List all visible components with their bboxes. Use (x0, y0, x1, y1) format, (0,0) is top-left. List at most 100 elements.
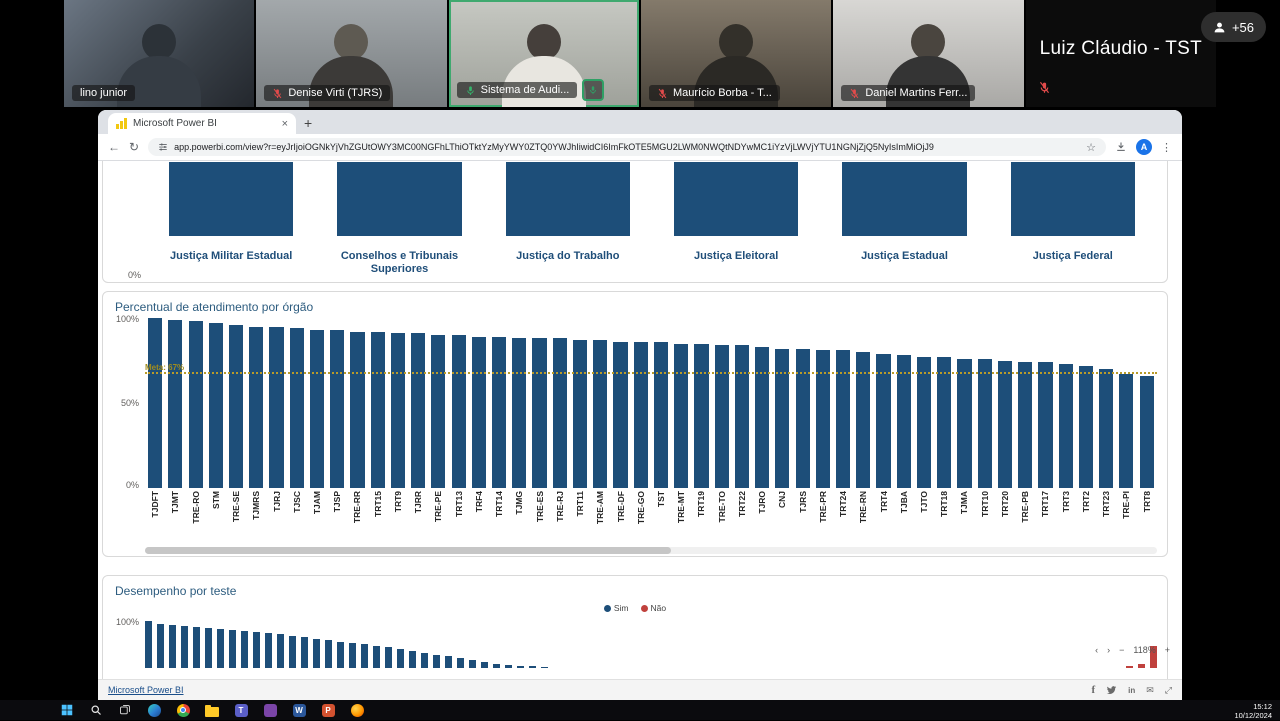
chart2-bar[interactable] (390, 333, 405, 488)
chart3-bar-sim[interactable] (169, 624, 176, 668)
browser-menu-icon[interactable]: ⋮ (1161, 141, 1172, 154)
chart2-bar[interactable] (775, 348, 790, 488)
chart3-bar-sim[interactable] (541, 666, 548, 668)
address-bar[interactable]: app.powerbi.com/view?r=eyJrIjoiOGNkYjVhZ… (148, 138, 1106, 156)
chart2-bar[interactable] (431, 335, 446, 488)
video-tile-sistema-de-audiencias[interactable]: Sistema de Audi... (448, 0, 639, 107)
back-icon[interactable]: ← (108, 140, 120, 154)
chart2-bar[interactable] (289, 328, 304, 488)
video-tile-daniel-martins[interactable]: Daniel Martins Ferr... (833, 0, 1024, 107)
chart3-bar-sim[interactable] (193, 626, 200, 668)
powerpoint-icon[interactable]: P (321, 703, 335, 717)
video-tile-lino-junior[interactable]: lino junior (64, 0, 255, 107)
chart3-bar-nao[interactable] (1126, 666, 1133, 668)
chart3-bar-sim[interactable] (241, 630, 248, 668)
chart1-bar[interactable] (337, 162, 462, 236)
start-button[interactable] (60, 703, 74, 717)
chart2-bar[interactable] (188, 321, 203, 488)
chart3-bar-sim[interactable] (301, 637, 308, 668)
taskbar-clock[interactable]: 15:12 10/12/2024 (1234, 702, 1272, 721)
fullscreen-icon[interactable]: ⤢ (1164, 684, 1172, 695)
chart2-bar[interactable] (653, 341, 669, 488)
tab-close-icon[interactable]: × (281, 117, 288, 130)
chart3-bar-sim[interactable] (385, 647, 392, 668)
chart2-bar[interactable] (836, 350, 851, 488)
search-icon[interactable] (89, 703, 103, 717)
chart2-bar[interactable] (876, 353, 891, 488)
chart3-bar-sim[interactable] (265, 632, 272, 668)
chart2-bar[interactable] (572, 340, 588, 488)
chart3-bar-sim[interactable] (529, 666, 536, 668)
chart2-bar[interactable] (1099, 369, 1114, 488)
teams-icon[interactable]: T (234, 703, 248, 717)
chart2-bar[interactable] (613, 341, 628, 488)
chart3-bar-sim[interactable] (481, 662, 488, 668)
chart3-bar-sim[interactable] (457, 658, 464, 668)
chart2-bar[interactable] (997, 360, 1013, 488)
chart3-bar-sim[interactable] (229, 629, 236, 668)
zoom-out-icon[interactable]: − (1119, 645, 1125, 655)
chart3-bar-sim[interactable] (313, 638, 320, 668)
chart2-bar[interactable] (228, 324, 244, 488)
chart2-bar[interactable] (633, 341, 648, 488)
participants-overflow-badge[interactable]: +56 (1200, 12, 1266, 42)
chart3-bar-sim[interactable] (493, 663, 500, 668)
chart2-bar[interactable] (269, 326, 284, 488)
page-next-icon[interactable]: › (1107, 645, 1111, 655)
chart1-bar[interactable] (1010, 162, 1136, 236)
chart2-bar[interactable] (916, 357, 932, 488)
chart2-bar[interactable] (471, 336, 486, 488)
chart2-bar[interactable] (734, 345, 749, 488)
chart3-bar-sim[interactable] (325, 640, 332, 668)
chart3-bar-sim[interactable] (373, 645, 380, 668)
browser-profile-avatar[interactable]: A (1136, 139, 1152, 155)
file-explorer-icon[interactable] (205, 703, 219, 717)
new-tab-button[interactable]: + (304, 115, 313, 131)
chart3-bar-sim[interactable] (397, 648, 404, 668)
chart2-bar[interactable] (714, 345, 729, 488)
chart2-bar[interactable] (1018, 362, 1033, 488)
chart2-bar[interactable] (249, 326, 264, 488)
chrome-icon[interactable] (176, 703, 190, 717)
video-tile-luiz-claudio[interactable]: Luiz Cláudio - TST (1025, 0, 1216, 107)
chart2-bar[interactable] (1038, 362, 1053, 488)
video-tile-denise-virti[interactable]: Denise Virti (TJRS) (256, 0, 447, 107)
chart2-bar[interactable] (1119, 374, 1134, 488)
chart2-bar[interactable] (755, 346, 770, 488)
chart3-bar-nao[interactable] (1138, 664, 1145, 668)
chart3-bar-sim[interactable] (349, 643, 356, 668)
chart2-bar[interactable] (208, 323, 223, 488)
visual-studio-icon[interactable] (263, 703, 277, 717)
chart3-bar-sim[interactable] (421, 652, 428, 668)
chart2-bar[interactable] (896, 355, 911, 488)
chart2-bar[interactable] (350, 331, 365, 488)
chart2-bar[interactable] (815, 350, 830, 488)
email-share-icon[interactable]: ✉ (1146, 684, 1154, 695)
chart1-bar[interactable] (673, 162, 799, 236)
chart2-bar[interactable] (532, 338, 547, 488)
task-view-icon[interactable] (118, 703, 132, 717)
chart2-bar[interactable] (552, 338, 567, 488)
reload-icon[interactable]: ↻ (129, 140, 140, 154)
chart2-bar[interactable] (795, 348, 810, 488)
chart3-bar-sim[interactable] (277, 634, 284, 668)
chart3-bar-sim[interactable] (217, 628, 224, 668)
word-icon[interactable]: W (292, 703, 306, 717)
chart2-bar[interactable] (856, 352, 871, 488)
facebook-share-icon[interactable]: f (1091, 684, 1096, 696)
chart2-bar[interactable] (168, 319, 183, 488)
chart3-bar-sim[interactable] (517, 665, 524, 668)
chart2-bar[interactable] (1058, 363, 1073, 488)
chart2-bar[interactable] (451, 335, 466, 488)
chart3-bar-sim[interactable] (289, 635, 296, 668)
linkedin-share-icon[interactable]: in (1128, 685, 1136, 695)
site-settings-icon[interactable] (158, 142, 168, 152)
download-icon[interactable] (1115, 141, 1127, 153)
legend-item-nao[interactable]: Não (640, 603, 666, 613)
chart3-bar-sim[interactable] (409, 650, 416, 668)
chart2-bar[interactable] (492, 336, 507, 488)
scrollbar-thumb[interactable] (145, 547, 672, 554)
chart3-bar-nao[interactable] (1150, 645, 1157, 668)
chart3-bar-sim[interactable] (433, 654, 440, 668)
chart3-bar-sim[interactable] (505, 664, 512, 668)
